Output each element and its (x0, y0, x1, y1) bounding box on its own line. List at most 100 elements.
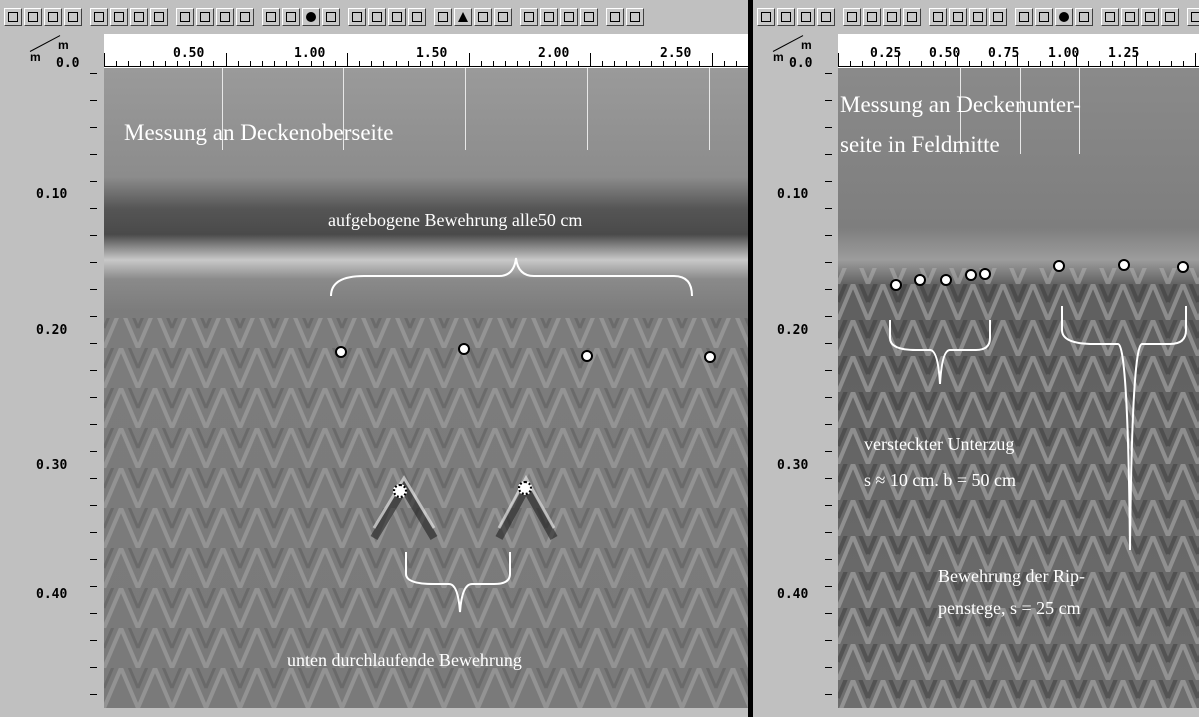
toolbar-button[interactable] (90, 8, 108, 26)
toolbar-button[interactable] (262, 8, 280, 26)
toolbar-button[interactable] (843, 8, 861, 26)
x-ruler-tick (849, 61, 851, 67)
x-ruler-tick (176, 61, 178, 67)
toolbar-button[interactable] (1141, 8, 1159, 26)
origin-label: 0.0 (56, 56, 80, 71)
x-ruler-tick (383, 61, 385, 67)
toolbar-button[interactable] (44, 8, 62, 26)
toolbar-button[interactable] (302, 8, 320, 26)
x-ruler-tick (1135, 53, 1137, 67)
toolbar-button[interactable] (929, 8, 947, 26)
toolbar-button[interactable] (580, 8, 598, 26)
toolbar-button[interactable] (1161, 8, 1179, 26)
x-ruler-baseline (104, 66, 748, 67)
toolbar-button[interactable] (1101, 8, 1119, 26)
x-tick-label: 1.50 (416, 46, 448, 61)
x-ruler-tick (735, 61, 737, 67)
toolbar-button[interactable] (560, 8, 578, 26)
rebar-marker (1053, 260, 1065, 272)
toolbar-button[interactable] (150, 8, 168, 26)
radargram-image[interactable]: Messung an Deckenunter- seite in Feldmit… (838, 68, 1199, 708)
toolbar-button[interactable] (434, 8, 452, 26)
toolbar-icon (286, 12, 296, 22)
x-ruler-tick (861, 61, 863, 67)
toolbar-button[interactable] (989, 8, 1007, 26)
toolbar-button[interactable] (883, 8, 901, 26)
toolbar-icon (1059, 12, 1069, 22)
y-ruler-tick (90, 613, 97, 614)
toolbar-button[interactable] (494, 8, 512, 26)
x-ruler-tick (189, 61, 191, 67)
x-ruler-tick (1087, 61, 1089, 67)
toolbar-button[interactable] (797, 8, 815, 26)
y-ruler-tick (90, 289, 97, 290)
y-ruler-tick (825, 397, 832, 398)
toolbar-button[interactable] (777, 8, 795, 26)
toolbar-button[interactable] (817, 8, 835, 26)
toolbar-button[interactable] (1121, 8, 1139, 26)
toolbar-button[interactable] (368, 8, 386, 26)
y-ruler: 0.10 0.20 0.30 0.40 (753, 68, 838, 717)
toolbar-button[interactable] (408, 8, 426, 26)
toolbar-button[interactable] (236, 8, 254, 26)
hidden-beam-annotation-line1: versteckter Unterzug (864, 434, 1015, 454)
y-ruler-tick (90, 451, 97, 452)
x-ruler-tick (885, 61, 887, 67)
toolbar-icon (524, 12, 534, 22)
toolbar-icon (973, 12, 983, 22)
x-tick-label: 0.75 (988, 46, 1020, 61)
toolbar-button[interactable] (282, 8, 300, 26)
toolbar-button[interactable] (903, 8, 921, 26)
toolbar-button[interactable] (176, 8, 194, 26)
y-ruler-tick (825, 235, 832, 236)
radargram-image[interactable]: Messung an Deckenoberseite aufgebogene B… (104, 68, 748, 708)
x-ruler-tick (371, 61, 373, 67)
toolbar-button[interactable] (348, 8, 366, 26)
x-ruler-tick (1147, 61, 1149, 67)
toolbar-icon (993, 12, 1003, 22)
toolbar-icon (240, 12, 250, 22)
toolbar-button[interactable] (322, 8, 340, 26)
toolbar-button[interactable] (969, 8, 987, 26)
toolbar-button[interactable] (64, 8, 82, 26)
toolbar-icon (94, 12, 104, 22)
toolbar-icon (1105, 12, 1115, 22)
toolbar-button[interactable] (540, 8, 558, 26)
toolbar-button[interactable] (24, 8, 42, 26)
toolbar-button[interactable] (863, 8, 881, 26)
toolbar-button[interactable] (216, 8, 234, 26)
toolbar-button[interactable] (606, 8, 624, 26)
x-ruler-tick (116, 61, 118, 67)
toolbar-button[interactable] (4, 8, 22, 26)
x-ruler-tick (650, 61, 652, 67)
toolbar-button[interactable] (130, 8, 148, 26)
toolbar-button[interactable] (520, 8, 538, 26)
toolbar-button[interactable] (757, 8, 775, 26)
x-ruler-tick (480, 61, 482, 67)
toolbar-button[interactable] (1035, 8, 1053, 26)
toolbar-icon (438, 12, 448, 22)
toolbar-button[interactable] (474, 8, 492, 26)
toolbar-button[interactable] (110, 8, 128, 26)
toolbar-button[interactable] (626, 8, 644, 26)
rebar-marker (914, 274, 926, 286)
toolbar-button[interactable] (454, 8, 472, 26)
toolbar-icon (630, 12, 640, 22)
radargram-texture (838, 68, 1199, 708)
rebar-marker (581, 350, 593, 362)
toolbar-button[interactable] (949, 8, 967, 26)
toolbar-button[interactable] (1055, 8, 1073, 26)
toolbar-button[interactable] (1187, 8, 1199, 26)
x-ruler-tick (298, 61, 300, 67)
toolbar-button[interactable] (1075, 8, 1093, 26)
toolbar-button[interactable] (196, 8, 214, 26)
toolbar-icon (907, 12, 917, 22)
y-ruler-tick (90, 532, 97, 533)
toolbar-icon (821, 12, 831, 22)
y-tick-label: 0.30 (777, 458, 809, 473)
toolbar (0, 0, 748, 32)
x-ruler-tick (1171, 61, 1173, 67)
toolbar-button[interactable] (388, 8, 406, 26)
toolbar-button[interactable] (1015, 8, 1033, 26)
rebar-marker (965, 269, 977, 281)
